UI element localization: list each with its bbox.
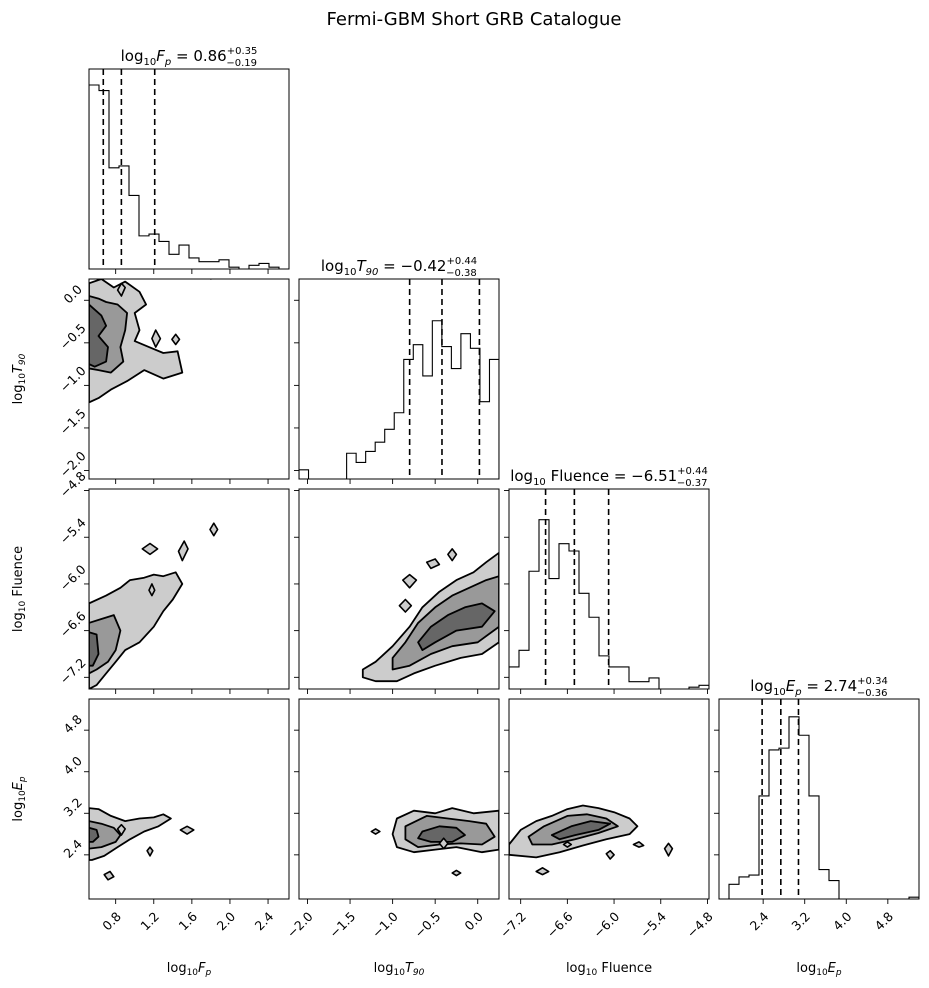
frame-diag-logFluence: [508, 488, 710, 690]
yticklabel-logEp-1: 3.2: [60, 795, 85, 820]
frame-logFp-logFluence: [88, 488, 290, 690]
contour-island-1: [451, 869, 462, 877]
contour-island-4: [663, 842, 674, 857]
density-logT90-logFluence: [361, 548, 499, 683]
contour-island-3: [209, 522, 219, 537]
contour-level-2: [89, 303, 109, 368]
contour-island-0: [116, 823, 126, 836]
frame-diag-logEp: [718, 698, 920, 900]
xticklabel-logT90-0: −2.0: [284, 909, 316, 941]
xticklabel-logFp-4: 2.4: [252, 909, 277, 934]
yticklabel-logT90-4: 0.0: [60, 282, 85, 307]
axislabel-logFp: log10Fp: [167, 961, 212, 978]
contour-level-2: [417, 825, 466, 843]
contour-island-2: [148, 583, 156, 597]
axislabel-logFluence: log10 Fluence: [566, 961, 652, 978]
frame-logT90-logFluence: [298, 488, 500, 690]
axislabel-logT90: log10T90: [374, 961, 425, 978]
contour-island-0: [370, 828, 381, 835]
xticklabel-logT90-2: −1.0: [369, 909, 401, 941]
xticklabel-logFp-1: 1.2: [137, 909, 162, 934]
title-logT90: log10T90 = −0.42+0.44 −0.38: [321, 256, 477, 279]
yticklabel-logT90-3: −0.5: [57, 321, 89, 353]
xticklabel-logFluence-2: −6.0: [590, 909, 622, 941]
yticklabel-logFluence-0: −7.2: [57, 655, 89, 687]
frame-logT90-logEp: [298, 698, 500, 900]
yticklabel-logT90-1: −1.5: [57, 406, 89, 438]
contour-island-0: [398, 598, 413, 613]
contour-level-2: [89, 826, 100, 843]
hist-logFp: [89, 84, 289, 269]
density-logFp-logEp: [89, 807, 195, 881]
yticklabel-logEp-0: 2.4: [60, 836, 85, 861]
axislabel-logT90: log10T90: [11, 353, 28, 404]
hist-logFluence: [509, 519, 709, 689]
xticklabel-logT90-3: −0.5: [411, 909, 443, 941]
title-logFluence: log10 Fluence = −6.51+0.44 −0.37: [510, 466, 708, 489]
yticklabel-logFluence-2: −6.0: [57, 562, 89, 594]
density-logFp-logT90: [89, 279, 212, 404]
contour-island-1: [151, 329, 162, 348]
contour-island-0: [116, 282, 126, 297]
yticklabel-logT90-2: −1.0: [57, 363, 89, 395]
xticklabel-logFluence-1: −6.6: [544, 909, 576, 941]
xticklabel-logFp-3: 2.0: [214, 909, 239, 934]
xticklabel-logEp-3: 4.8: [871, 909, 896, 934]
frame-logFp-logT90: [88, 278, 290, 480]
density-logFluence-logEp: [509, 804, 674, 876]
hist-logT90: [299, 320, 499, 479]
contour-island-3: [210, 279, 212, 280]
xticklabel-logFluence-4: −4.8: [684, 909, 716, 941]
contour-island-2: [605, 849, 615, 860]
hist-logEp: [719, 716, 919, 899]
title-logEp: log10Ep = 2.74+0.34 −0.36: [750, 676, 888, 699]
xticklabel-logEp-1: 3.2: [788, 909, 813, 934]
yticklabel-logFluence-1: −6.6: [57, 608, 89, 640]
xticklabel-logFp-0: 0.8: [99, 909, 124, 934]
xticklabel-logFluence-3: −5.4: [637, 909, 669, 941]
contour-island-1: [177, 540, 189, 562]
axislabel-logFluence: log10 Fluence: [11, 546, 28, 632]
title-logFp: log10Fp = 0.86+0.35 −0.19: [121, 46, 258, 69]
contour-island-2: [171, 333, 181, 346]
panels-group: log10Fp = 0.86+0.35 −0.19 log10T90 = −0.42…: [11, 46, 920, 978]
xticklabel-logFluence-0: −7.2: [497, 909, 529, 941]
contour-island-1: [146, 846, 154, 857]
contour-island-1: [401, 573, 418, 589]
contour-level-0: [89, 571, 184, 689]
contour-island-0: [562, 841, 573, 848]
contour-island-3: [632, 841, 645, 848]
contour-level-2: [550, 820, 612, 841]
contour-level-2: [417, 602, 496, 651]
xticklabel-logFp-2: 1.6: [175, 909, 200, 934]
contour-level-1: [89, 820, 122, 850]
contour-island-0: [141, 542, 159, 556]
density-logFp-logFluence: [89, 522, 219, 689]
contour-island-2: [438, 837, 449, 850]
contour-island-2: [425, 558, 441, 570]
xticklabel-logEp-2: 4.0: [830, 909, 855, 934]
axislabel-logEp: log10Ep: [11, 776, 28, 822]
contour-level-0: [89, 807, 172, 861]
yticklabel-logEp-3: 4.8: [60, 712, 85, 737]
frame-logFp-logEp: [88, 698, 290, 900]
density-logT90-logEp: [370, 807, 499, 877]
frame-diag-logT90: [298, 278, 500, 480]
xticklabel-logT90-4: 0.0: [461, 909, 486, 934]
contour-island-1: [535, 866, 550, 876]
frame-logFluence-logEp: [508, 698, 710, 900]
figure-title: Fermi-GBM Short GRB Catalogue: [327, 9, 622, 30]
yticklabel-logFluence-3: −5.4: [57, 515, 89, 547]
yticklabel-logEp-2: 4.0: [60, 753, 85, 778]
contour-island-3: [103, 870, 115, 881]
axislabel-logEp: log10Ep: [796, 961, 842, 978]
xticklabel-logT90-1: −1.5: [326, 909, 358, 941]
contour-island-2: [179, 825, 195, 835]
frame-diag-logFp: [88, 68, 290, 270]
contour-island-3: [447, 548, 458, 562]
contour-level-2: [89, 631, 100, 667]
xticklabel-logEp-0: 2.4: [747, 909, 772, 934]
